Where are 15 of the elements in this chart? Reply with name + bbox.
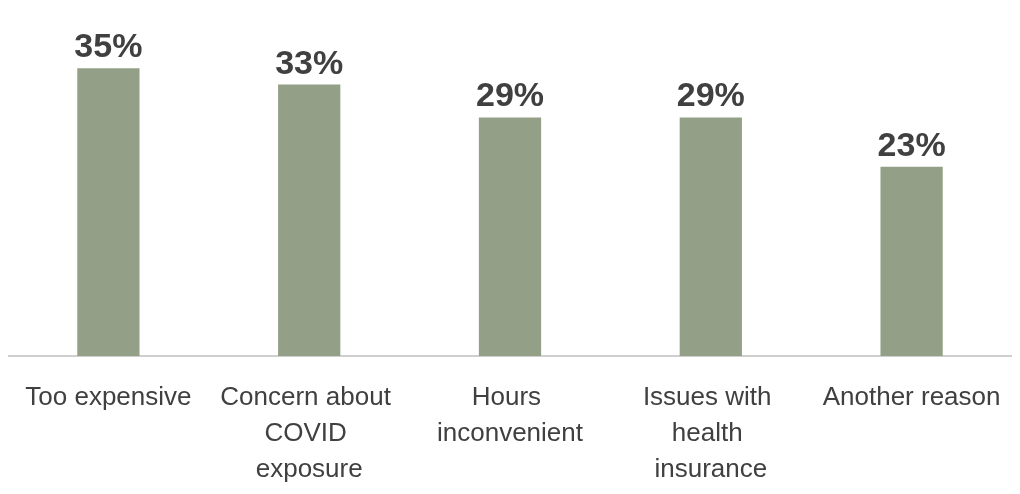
data-label: 29% xyxy=(676,75,745,114)
x-tick-label: Issues with health insurance xyxy=(642,381,779,483)
bar xyxy=(880,166,943,356)
bar xyxy=(478,117,542,356)
data-label: 33% xyxy=(275,42,344,81)
data-label: 35% xyxy=(74,26,143,65)
x-tick-label: Concern about COVID exposure xyxy=(220,381,399,483)
data-label: 29% xyxy=(475,75,545,114)
x-tick-label: Too expensive xyxy=(25,381,192,411)
data-label: 23% xyxy=(877,124,946,163)
bar xyxy=(679,117,742,356)
bar xyxy=(77,68,140,356)
bar xyxy=(278,84,341,356)
x-tick-label: Hours inconvenient xyxy=(437,381,584,447)
x-tick-label: Another reason xyxy=(822,381,1001,411)
